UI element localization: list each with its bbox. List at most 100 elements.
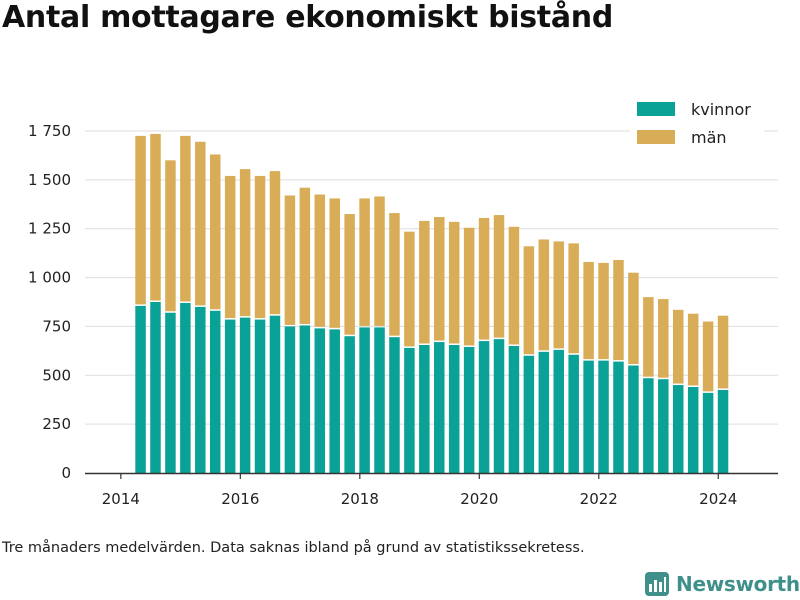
bar-kvinnor xyxy=(135,305,146,473)
bar-man xyxy=(643,297,654,377)
bar-man xyxy=(419,220,430,344)
bar-man xyxy=(628,272,639,365)
bar-kvinnor xyxy=(463,346,475,473)
bar-kvinnor xyxy=(314,328,326,473)
bar-kvinnor xyxy=(613,361,624,473)
bar-kvinnor xyxy=(508,345,520,473)
bars xyxy=(135,133,729,473)
bar-man xyxy=(434,216,445,341)
bar-kvinnor xyxy=(523,355,535,473)
page-title: Antal mottagare ekonomiskt bistånd xyxy=(2,0,614,35)
bar-kvinnor xyxy=(434,342,445,473)
bar-man xyxy=(359,198,370,326)
bar-kvinnor xyxy=(568,354,579,473)
bar-kvinnor xyxy=(553,349,564,473)
y-tick-label: 1 000 xyxy=(28,269,71,287)
bar-man xyxy=(523,246,535,355)
bar-kvinnor xyxy=(359,327,370,473)
bar-man xyxy=(538,239,550,351)
bar-man xyxy=(135,135,146,305)
legend-label: män xyxy=(691,128,727,147)
x-tick-label: 2014 xyxy=(102,490,140,508)
bar-man xyxy=(269,171,281,315)
bar-man xyxy=(150,133,161,301)
bar-man xyxy=(493,215,505,338)
bar-man xyxy=(404,231,415,347)
bar-kvinnor xyxy=(687,387,699,473)
x-tick-label: 2016 xyxy=(221,490,259,508)
bar-kvinnor xyxy=(658,379,669,473)
bar-kvinnor xyxy=(493,339,505,473)
y-tick-label: 1 750 xyxy=(28,122,71,140)
bar-kvinnor xyxy=(538,351,550,473)
bar-kvinnor xyxy=(165,312,176,473)
bar-kvinnor xyxy=(224,319,236,473)
bar-kvinnor xyxy=(448,344,460,473)
bar-kvinnor xyxy=(717,389,729,473)
bar-man xyxy=(583,261,594,360)
brand-name: Newsworthy xyxy=(676,572,800,596)
bar-man xyxy=(672,309,684,384)
bar-kvinnor xyxy=(150,302,161,473)
bar-man xyxy=(448,221,460,344)
bar-kvinnor xyxy=(374,327,385,473)
bar-man xyxy=(613,259,624,361)
y-tick-label: 1 250 xyxy=(28,220,71,238)
bar-kvinnor xyxy=(419,344,430,473)
legend-label: kvinnor xyxy=(691,100,751,119)
bar-man xyxy=(374,196,385,326)
bar-man xyxy=(463,227,475,346)
bar-man xyxy=(239,169,251,317)
bar-man xyxy=(389,213,400,336)
bar-kvinnor xyxy=(344,336,355,473)
bar-kvinnor xyxy=(583,360,594,473)
bar-kvinnor xyxy=(702,392,714,473)
x-tick-label: 2022 xyxy=(580,490,618,508)
bar-kvinnor xyxy=(643,378,654,473)
bar-man xyxy=(165,160,176,312)
legend-swatch xyxy=(637,102,675,116)
y-tick-label: 250 xyxy=(42,415,71,433)
bar-man xyxy=(224,175,236,319)
bar-man xyxy=(598,262,609,360)
legend-swatch xyxy=(637,130,675,144)
bar-kvinnor xyxy=(404,347,415,473)
bar-kvinnor xyxy=(389,337,400,473)
bar-man xyxy=(284,195,296,325)
bar-man xyxy=(717,315,729,389)
bar-kvinnor xyxy=(239,317,251,473)
bar-kvinnor xyxy=(598,360,609,473)
bar-kvinnor xyxy=(628,365,639,473)
x-tick-label: 2020 xyxy=(460,490,498,508)
bar-kvinnor xyxy=(299,325,311,473)
bar-chart-logo-icon xyxy=(645,572,669,596)
bar-man xyxy=(702,321,714,392)
bar-kvinnor xyxy=(284,326,296,473)
bar-man xyxy=(658,299,669,378)
bar-kvinnor xyxy=(672,385,684,473)
bar-man xyxy=(195,141,206,306)
bar-kvinnor xyxy=(254,319,266,473)
bar-man xyxy=(344,214,355,335)
legend-item-man[interactable]: män xyxy=(637,128,727,147)
bar-kvinnor xyxy=(195,306,206,473)
x-tick-label: 2024 xyxy=(699,490,737,508)
bar-man xyxy=(299,187,311,324)
y-tick-label: 1 500 xyxy=(28,171,71,189)
bar-man xyxy=(478,217,490,340)
bar-man xyxy=(329,198,340,328)
y-tick-label: 750 xyxy=(42,317,71,335)
bar-man xyxy=(553,241,564,349)
y-tick-label: 0 xyxy=(61,464,71,482)
y-tick-label: 500 xyxy=(42,366,71,384)
footnote: Tre månaders medelvärden. Data saknas ib… xyxy=(2,540,585,556)
legend: kvinnor män xyxy=(630,96,764,154)
bar-man xyxy=(180,135,191,302)
bar-kvinnor xyxy=(269,315,281,473)
newsworthy-logo[interactable]: Newsworthy xyxy=(644,568,800,600)
axes: 0 250 500 750 1 000 1 250 1 500 1 750 2014 2016 20… xyxy=(28,122,778,508)
bar-kvinnor xyxy=(478,341,490,473)
x-tick-label: 2018 xyxy=(341,490,379,508)
bar-man xyxy=(508,226,520,345)
legend-item-kvinnor[interactable]: kvinnor xyxy=(637,100,751,119)
